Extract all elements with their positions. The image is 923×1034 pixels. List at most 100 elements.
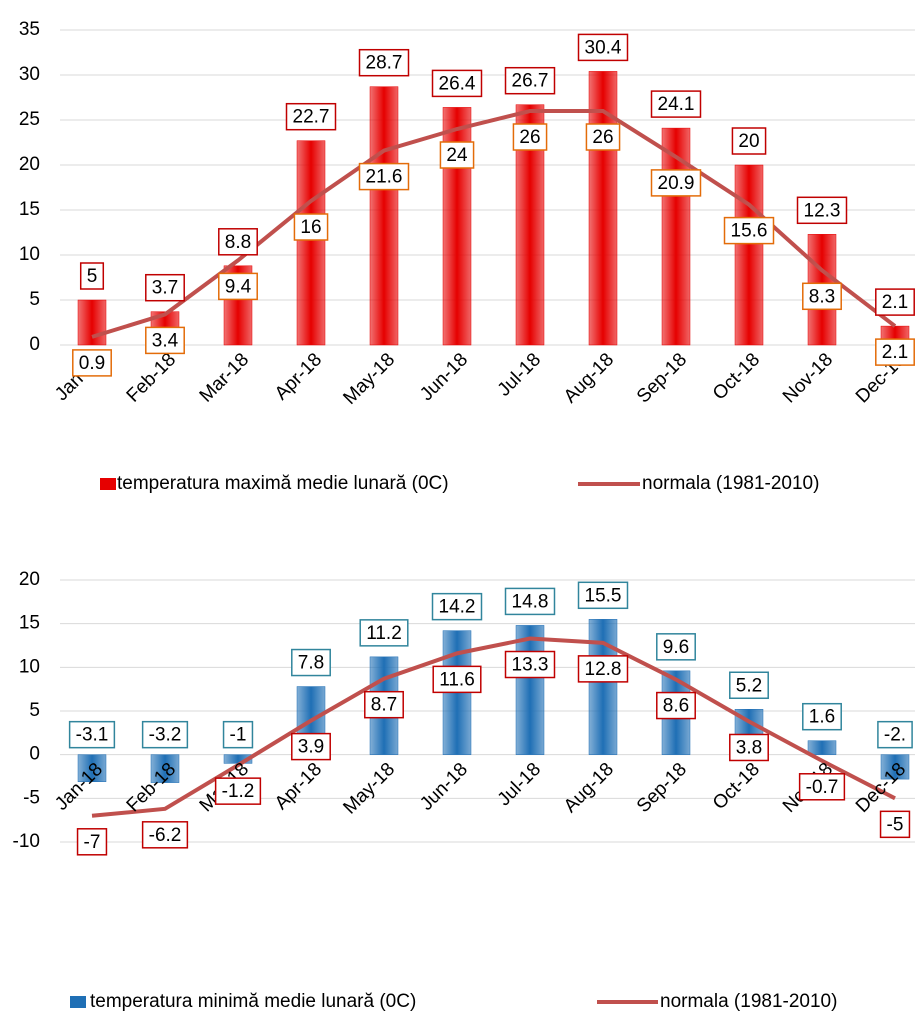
- data-label-box: [218, 272, 258, 301]
- data-label: 21.6: [366, 167, 403, 188]
- data-label: 2.1: [882, 342, 908, 363]
- data-label-box: [802, 282, 842, 311]
- data-label: 26.4: [439, 73, 476, 94]
- data-label-box: [729, 733, 769, 762]
- line-series: [91, 636, 896, 818]
- data-label-box: [79, 262, 105, 290]
- data-label: 8.8: [225, 232, 251, 253]
- data-label: -7: [84, 832, 101, 853]
- data-label-box: [145, 326, 185, 355]
- x-tick-label: Apr-18: [271, 759, 326, 814]
- data-label: 11.2: [366, 623, 402, 644]
- data-label-box: [358, 48, 410, 77]
- bar: [807, 740, 837, 755]
- data-label: 8.3: [809, 286, 835, 307]
- data-label-box: [512, 123, 548, 151]
- data-label-box: [875, 338, 915, 366]
- bar: [77, 299, 107, 346]
- data-label: 26.7: [512, 71, 549, 92]
- bar: [77, 754, 107, 782]
- data-label: 12.8: [585, 659, 622, 680]
- data-label-box: [875, 288, 915, 316]
- data-label: 24: [446, 145, 468, 166]
- data-label: -3.2: [149, 725, 182, 746]
- data-label-box: [504, 650, 556, 679]
- y-tick-label: 20: [19, 154, 40, 175]
- legend-label: normala (1981-2010): [642, 473, 819, 494]
- x-tick-label: May-18: [339, 349, 399, 409]
- data-label: 12.3: [804, 200, 841, 221]
- data-label-box: [656, 633, 696, 661]
- y-tick-label: 35: [19, 19, 40, 40]
- data-label: 0.9: [79, 353, 105, 374]
- data-label: 26: [592, 127, 613, 148]
- y-tick-label: 20: [19, 569, 40, 590]
- x-tick-label: May-18: [339, 759, 399, 819]
- y-tick-label: 10: [19, 244, 40, 265]
- bar: [588, 619, 618, 755]
- data-label: 11.6: [439, 669, 475, 690]
- data-label-box: [802, 702, 842, 731]
- data-label: 15.6: [731, 221, 768, 242]
- data-label-box: [68, 720, 116, 749]
- legend-label: temperatura minimă medie lunară (0C): [90, 991, 416, 1012]
- y-tick-label: -5: [23, 787, 40, 808]
- legend-swatch: [100, 478, 116, 490]
- data-label: 9.6: [663, 637, 689, 658]
- data-label: 3.4: [152, 330, 179, 351]
- y-tick-label: 30: [19, 64, 40, 85]
- data-label: 26: [519, 127, 540, 148]
- data-label: 14.8: [512, 591, 549, 612]
- x-tick-label: Jul-18: [494, 349, 545, 400]
- y-tick-label: 25: [19, 109, 40, 130]
- y-tick-label: 0: [29, 744, 40, 765]
- y-tick-label: -10: [13, 831, 40, 852]
- data-label-box: [577, 655, 629, 683]
- data-label: -5: [887, 814, 904, 835]
- data-label-box: [879, 810, 911, 839]
- data-label-box: [145, 273, 185, 302]
- data-label: -6.2: [149, 825, 182, 846]
- bar: [734, 164, 764, 346]
- data-label: 3.9: [298, 737, 324, 758]
- y-tick-label: 10: [19, 656, 40, 677]
- data-label-box: [577, 33, 629, 62]
- x-tick-label: Jul-18: [494, 759, 545, 810]
- data-label-box: [141, 720, 189, 749]
- data-label: 20.9: [658, 173, 695, 194]
- line-series: [91, 109, 897, 339]
- data-label-box: [796, 196, 848, 225]
- data-label-box: [504, 66, 556, 95]
- data-label: -1: [230, 725, 247, 746]
- data-label-box: [285, 102, 337, 131]
- x-tick-label: Mar-18: [196, 349, 253, 406]
- data-label-box: [798, 773, 846, 801]
- x-tick-label: Aug-18: [560, 759, 618, 817]
- data-label: -0.7: [806, 777, 839, 798]
- data-label: 8.7: [371, 695, 397, 716]
- data-label-box: [76, 828, 108, 856]
- legend-swatch: [70, 996, 86, 1008]
- data-label-box: [877, 720, 913, 749]
- data-label-box: [431, 69, 483, 98]
- data-label: 1.6: [809, 707, 835, 728]
- data-label-box: [358, 162, 410, 191]
- x-tick-label: Sep-18: [633, 349, 691, 407]
- data-label-box: [291, 648, 331, 677]
- data-label-box: [291, 732, 331, 761]
- data-label: 30.4: [585, 37, 622, 58]
- bar: [369, 86, 399, 346]
- data-label: 13.3: [512, 655, 549, 676]
- data-label: 7.8: [298, 653, 324, 674]
- x-tick-label: Jun-18: [416, 759, 472, 815]
- data-label-box: [222, 720, 254, 749]
- data-label: 24.1: [658, 94, 695, 115]
- data-label-box: [214, 777, 262, 805]
- data-label-box: [431, 592, 483, 621]
- y-tick-label: 5: [29, 700, 40, 721]
- y-tick-label: 0: [29, 334, 40, 355]
- data-label-box: [504, 587, 556, 616]
- data-label-box: [656, 691, 696, 720]
- data-label-box: [650, 169, 702, 197]
